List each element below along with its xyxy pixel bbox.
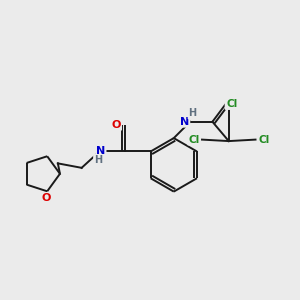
Text: O: O: [112, 120, 121, 130]
Text: Cl: Cl: [226, 99, 237, 109]
Text: Cl: Cl: [258, 135, 269, 145]
Text: O: O: [226, 99, 235, 109]
Text: H: H: [188, 108, 196, 118]
Text: N: N: [180, 117, 189, 127]
Text: O: O: [42, 193, 51, 203]
Text: N: N: [96, 146, 106, 157]
Text: H: H: [94, 155, 102, 165]
Text: Cl: Cl: [188, 135, 199, 145]
